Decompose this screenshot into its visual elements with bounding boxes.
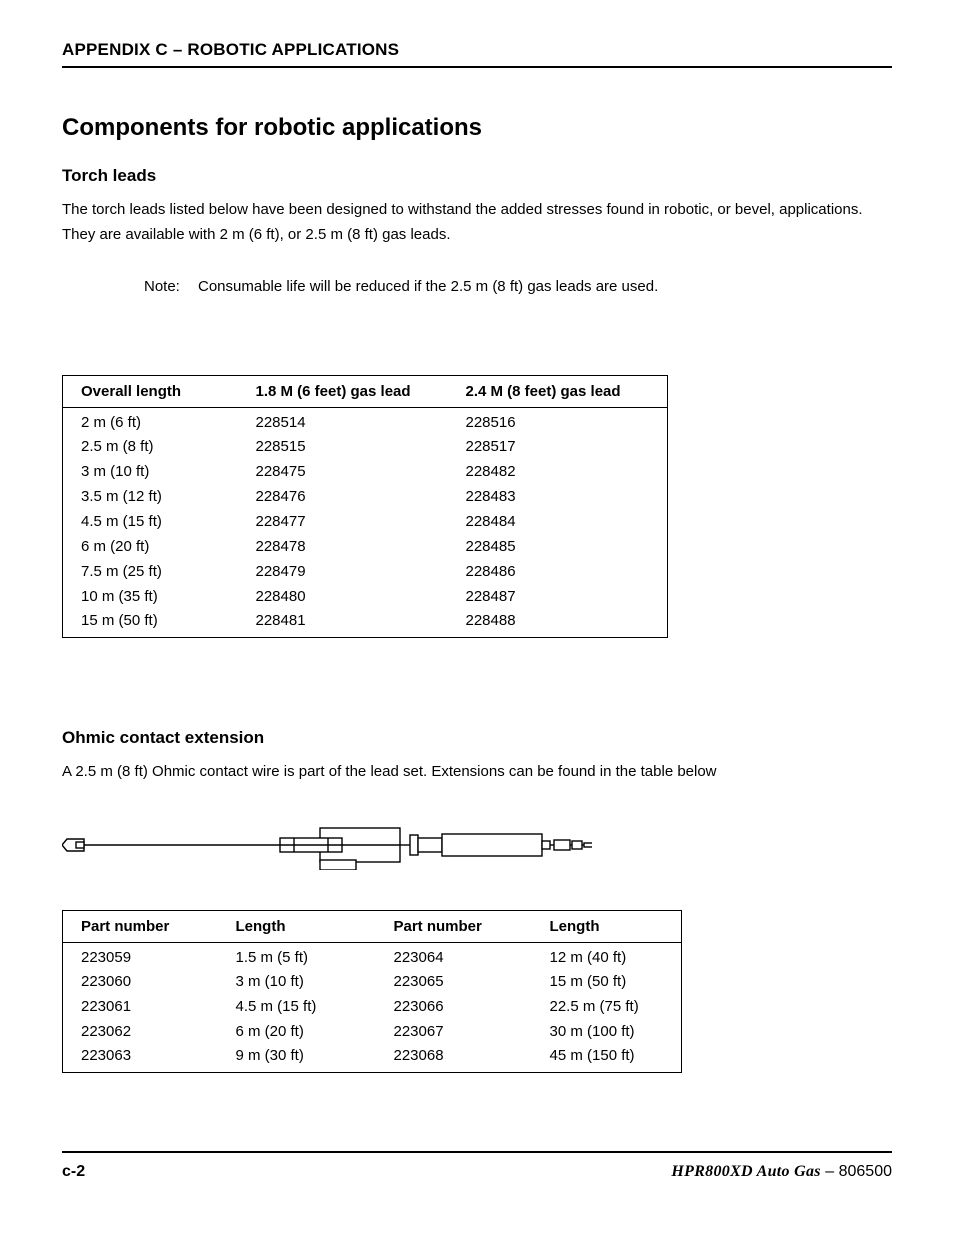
ohmic-connector-diagram — [62, 820, 592, 870]
table-cell: 223064 — [376, 943, 532, 970]
table-cell: 12 m (40 ft) — [532, 943, 682, 970]
table-cell: 4.5 m (15 ft) — [218, 994, 376, 1019]
footer-dash: – — [821, 1163, 839, 1180]
table-cell: 4.5 m (15 ft) — [63, 509, 238, 534]
appendix-header: APPENDIX C – ROBOTIC APPLICATIONS — [62, 40, 892, 68]
table-cell: 10 m (35 ft) — [63, 584, 238, 609]
col-part-number-1: Part number — [63, 911, 218, 943]
table-cell: 228482 — [448, 459, 668, 484]
table-row: 7.5 m (25 ft)228479228486 — [63, 559, 668, 584]
table-row: 10 m (35 ft)228480228487 — [63, 584, 668, 609]
table-cell: 15 m (50 ft) — [532, 969, 682, 994]
torch-leads-table: Overall length 1.8 M (6 feet) gas lead 2… — [62, 375, 668, 638]
table-header-row: Part number Length Part number Length — [63, 911, 682, 943]
table-cell: 223067 — [376, 1019, 532, 1044]
table-header-row: Overall length 1.8 M (6 feet) gas lead 2… — [63, 375, 668, 407]
ohmic-extension-tbody: 2230591.5 m (5 ft)22306412 m (40 ft)2230… — [63, 943, 682, 1073]
table-cell: 228487 — [448, 584, 668, 609]
table-cell: 228485 — [448, 534, 668, 559]
table-cell: 228480 — [238, 584, 448, 609]
ohmic-heading: Ohmic contact extension — [62, 728, 892, 748]
table-cell: 223065 — [376, 969, 532, 994]
table-cell: 228476 — [238, 484, 448, 509]
doc-code: 806500 — [839, 1163, 892, 1180]
table-row: 6 m (20 ft)228478228485 — [63, 534, 668, 559]
table-cell: 223059 — [63, 943, 218, 970]
table-cell: 228488 — [448, 609, 668, 638]
table-cell: 1.5 m (5 ft) — [218, 943, 376, 970]
table-cell: 3 m (10 ft) — [218, 969, 376, 994]
table-cell: 223063 — [63, 1044, 218, 1073]
table-cell: 228486 — [448, 559, 668, 584]
table-row: 2230591.5 m (5 ft)22306412 m (40 ft) — [63, 943, 682, 970]
table-cell: 223068 — [376, 1044, 532, 1073]
table-cell: 45 m (150 ft) — [532, 1044, 682, 1073]
page: APPENDIX C – ROBOTIC APPLICATIONS Compon… — [0, 0, 954, 1235]
table-cell: 22.5 m (75 ft) — [532, 994, 682, 1019]
note-label: Note: — [144, 278, 198, 295]
footer-doc: HPR800XD Auto Gas – 806500 — [671, 1163, 892, 1181]
table-row: 2230603 m (10 ft)22306515 m (50 ft) — [63, 969, 682, 994]
table-row: 2 m (6 ft)228514228516 — [63, 407, 668, 434]
table-cell: 228479 — [238, 559, 448, 584]
table-cell: 2 m (6 ft) — [63, 407, 238, 434]
table-cell: 9 m (30 ft) — [218, 1044, 376, 1073]
table-row: 3.5 m (12 ft)228476228483 — [63, 484, 668, 509]
ohmic-diagram-wrap — [62, 820, 892, 870]
table-cell: 15 m (50 ft) — [63, 609, 238, 638]
col-length-2: Length — [532, 911, 682, 943]
table-row: 3 m (10 ft)228475228482 — [63, 459, 668, 484]
table-row: 2230626 m (20 ft)22306730 m (100 ft) — [63, 1019, 682, 1044]
table-cell: 30 m (100 ft) — [532, 1019, 682, 1044]
table-cell: 223066 — [376, 994, 532, 1019]
col-part-number-2: Part number — [376, 911, 532, 943]
table-cell: 228477 — [238, 509, 448, 534]
table-cell: 228483 — [448, 484, 668, 509]
table-row: 2230614.5 m (15 ft)22306622.5 m (75 ft) — [63, 994, 682, 1019]
col-overall-length: Overall length — [63, 375, 238, 407]
table-cell: 228481 — [238, 609, 448, 638]
table-cell: 228516 — [448, 407, 668, 434]
page-footer: c-2 HPR800XD Auto Gas – 806500 — [62, 1151, 892, 1181]
doc-title: HPR800XD Auto Gas — [671, 1163, 820, 1180]
col-gas-lead-18: 1.8 M (6 feet) gas lead — [238, 375, 448, 407]
col-gas-lead-24: 2.4 M (8 feet) gas lead — [448, 375, 668, 407]
table-row: 2230639 m (30 ft)22306845 m (150 ft) — [63, 1044, 682, 1073]
table-cell: 6 m (20 ft) — [63, 534, 238, 559]
page-number: c-2 — [62, 1163, 85, 1181]
table-cell: 228475 — [238, 459, 448, 484]
table-cell: 3 m (10 ft) — [63, 459, 238, 484]
table-row: 15 m (50 ft)228481228488 — [63, 609, 668, 638]
page-title: Components for robotic applications — [62, 114, 892, 142]
table-cell: 228517 — [448, 434, 668, 459]
table-cell: 228484 — [448, 509, 668, 534]
torch-leads-tbody: 2 m (6 ft)2285142285162.5 m (8 ft)228515… — [63, 407, 668, 637]
table-row: 2.5 m (8 ft)228515228517 — [63, 434, 668, 459]
table-cell: 3.5 m (12 ft) — [63, 484, 238, 509]
ohmic-extension-table: Part number Length Part number Length 22… — [62, 910, 682, 1073]
table-cell: 223061 — [63, 994, 218, 1019]
table-cell: 2.5 m (8 ft) — [63, 434, 238, 459]
table-cell: 223062 — [63, 1019, 218, 1044]
note-text: Consumable life will be reduced if the 2… — [198, 278, 892, 295]
col-length-1: Length — [218, 911, 376, 943]
table-cell: 7.5 m (25 ft) — [63, 559, 238, 584]
note-row: Note: Consumable life will be reduced if… — [144, 278, 892, 295]
ohmic-paragraph: A 2.5 m (8 ft) Ohmic contact wire is par… — [62, 760, 892, 785]
table-row: 4.5 m (15 ft)228477228484 — [63, 509, 668, 534]
torch-leads-paragraph: The torch leads listed below have been d… — [62, 198, 892, 248]
table-cell: 223060 — [63, 969, 218, 994]
table-cell: 228515 — [238, 434, 448, 459]
torch-leads-heading: Torch leads — [62, 166, 892, 186]
table-cell: 228478 — [238, 534, 448, 559]
table-cell: 228514 — [238, 407, 448, 434]
table-cell: 6 m (20 ft) — [218, 1019, 376, 1044]
